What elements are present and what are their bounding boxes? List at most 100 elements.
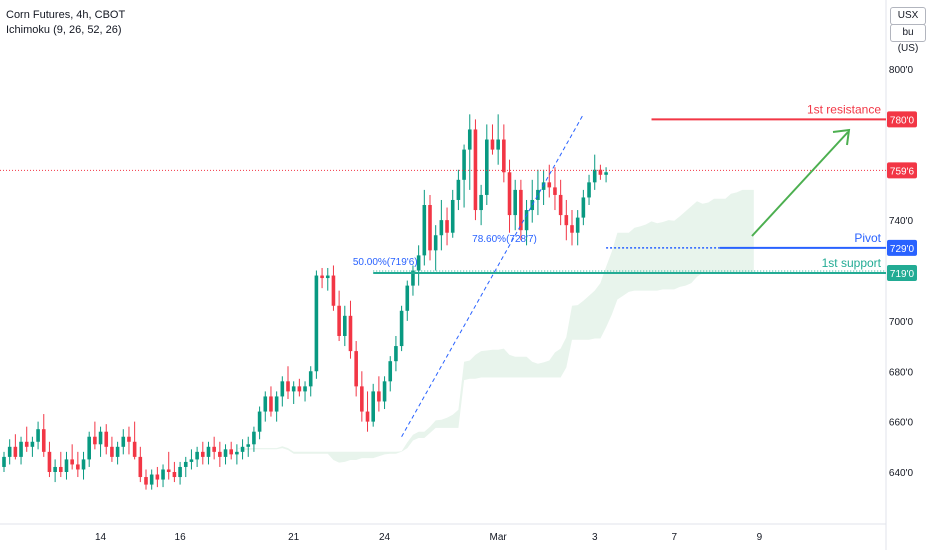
candle-body[interactable]	[93, 436, 97, 445]
candle-body[interactable]	[473, 129, 478, 211]
candle-body[interactable]	[87, 436, 91, 460]
candle-body[interactable]	[377, 391, 381, 402]
candle-body[interactable]	[354, 351, 358, 387]
candle-body[interactable]	[229, 449, 233, 455]
candle-body[interactable]	[320, 275, 324, 279]
candle-body[interactable]	[218, 451, 222, 457]
candle-body[interactable]	[53, 466, 57, 472]
candle-body[interactable]	[240, 446, 245, 452]
candle-body[interactable]	[314, 275, 319, 372]
candle-body[interactable]	[201, 451, 205, 457]
candle-body[interactable]	[331, 275, 336, 306]
candle-body[interactable]	[564, 215, 569, 226]
candle-body[interactable]	[581, 197, 586, 218]
candle-body[interactable]	[76, 464, 80, 470]
candle-body[interactable]	[519, 189, 523, 231]
candle-body[interactable]	[269, 396, 273, 412]
candle-body[interactable]	[411, 270, 415, 286]
candle-body[interactable]	[343, 315, 347, 336]
candle-body[interactable]	[456, 179, 461, 200]
candle-body[interactable]	[297, 386, 302, 392]
candle-body[interactable]	[303, 386, 307, 392]
candle-body[interactable]	[348, 315, 353, 352]
candle-body[interactable]	[496, 139, 500, 150]
candle-body[interactable]	[575, 217, 580, 233]
candle-body[interactable]	[235, 451, 239, 455]
candle-body[interactable]	[178, 466, 182, 478]
candle-body[interactable]	[490, 139, 495, 150]
candle-body[interactable]	[280, 381, 285, 397]
candle-body[interactable]	[507, 172, 512, 216]
candle-body[interactable]	[291, 386, 296, 392]
candle-body[interactable]	[127, 436, 131, 442]
candle-body[interactable]	[110, 446, 114, 457]
candle-body[interactable]	[428, 205, 432, 251]
candle-body[interactable]	[41, 429, 46, 452]
candle-body[interactable]	[166, 469, 171, 472]
candle-body[interactable]	[257, 411, 262, 432]
candle-body[interactable]	[399, 310, 404, 347]
candle-body[interactable]	[64, 459, 69, 472]
candle-body[interactable]	[524, 210, 529, 231]
candle-body[interactable]	[433, 235, 438, 251]
candle-body[interactable]	[98, 431, 103, 445]
candle-body[interactable]	[467, 129, 472, 150]
candle-body[interactable]	[155, 474, 160, 480]
candle-body[interactable]	[308, 371, 313, 387]
candle-body[interactable]	[502, 139, 506, 173]
symbol-title[interactable]: Corn Futures, 4h, CBOT	[6, 9, 126, 21]
candle-body[interactable]	[604, 172, 608, 175]
candle-body[interactable]	[337, 305, 341, 336]
candle-body[interactable]	[365, 411, 370, 422]
candle-body[interactable]	[161, 469, 165, 480]
candle-body[interactable]	[19, 441, 23, 457]
candle-body[interactable]	[212, 446, 216, 452]
candle-body[interactable]	[462, 149, 466, 180]
candle-body[interactable]	[598, 169, 603, 175]
candle-body[interactable]	[24, 441, 29, 447]
candle-body[interactable]	[172, 472, 177, 478]
candle-body[interactable]	[104, 431, 109, 447]
candle-body[interactable]	[36, 429, 40, 442]
candle-body[interactable]	[547, 182, 552, 188]
candle-body[interactable]	[138, 456, 143, 478]
candle-body[interactable]	[30, 441, 35, 447]
currency-selector[interactable]: USX	[890, 7, 926, 25]
candle-body[interactable]	[246, 444, 251, 447]
candle-body[interactable]	[416, 255, 421, 271]
unit-selector[interactable]: bu (US)	[890, 24, 926, 54]
candle-body[interactable]	[371, 391, 375, 422]
candle-body[interactable]	[189, 459, 194, 462]
candle-body[interactable]	[558, 194, 563, 216]
candle-body[interactable]	[223, 449, 228, 457]
candle-body[interactable]	[195, 451, 199, 460]
candle-body[interactable]	[59, 466, 63, 472]
candle-body[interactable]	[286, 381, 290, 392]
candle-body[interactable]	[274, 396, 279, 412]
candle-body[interactable]	[382, 381, 387, 402]
candle-body[interactable]	[132, 441, 137, 457]
candle-body[interactable]	[553, 187, 557, 195]
candle-body[interactable]	[81, 459, 86, 470]
candle-body[interactable]	[47, 451, 52, 472]
candle-body[interactable]	[422, 205, 427, 256]
candle-body[interactable]	[263, 396, 268, 412]
candle-body[interactable]	[206, 446, 211, 457]
candle-body[interactable]	[536, 189, 540, 200]
candle-body[interactable]	[450, 199, 455, 233]
candle-body[interactable]	[570, 225, 574, 233]
candle-body[interactable]	[513, 189, 517, 216]
candle-body[interactable]	[2, 456, 6, 467]
candle-body[interactable]	[439, 220, 444, 236]
candle-body[interactable]	[325, 275, 330, 279]
candles[interactable]	[2, 114, 608, 490]
candle-body[interactable]	[541, 182, 546, 190]
candle-body[interactable]	[7, 446, 12, 457]
drawings[interactable]: 1st resistance Pivot 1st support 50.00%(719…	[0, 102, 886, 437]
candle-body[interactable]	[587, 182, 591, 198]
candle-body[interactable]	[394, 346, 398, 362]
candle-body[interactable]	[360, 386, 364, 412]
candle-body[interactable]	[445, 220, 449, 233]
